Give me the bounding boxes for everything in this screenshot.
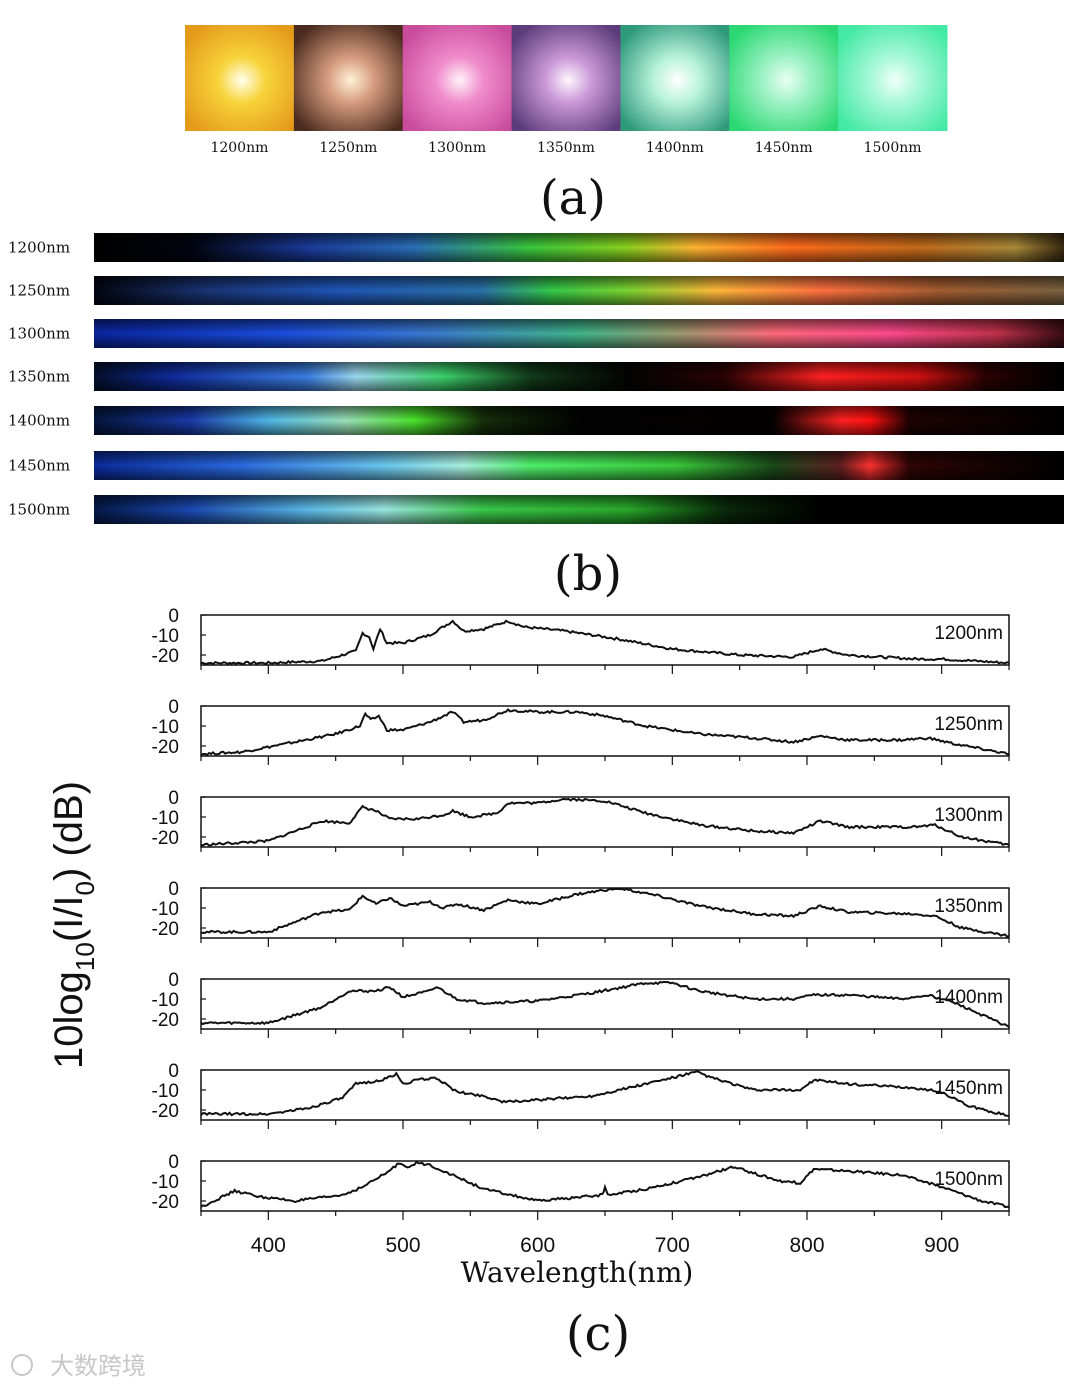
x-axis-label: Wavelength(nm)	[461, 1256, 694, 1289]
series-label-1300nm: 1300nm	[934, 805, 1003, 826]
spectrum-tile-1200nm	[185, 25, 295, 131]
subplot-1450nm: 0-10-20 1450nm	[152, 1061, 1010, 1129]
strip-label-1500nm: 1500nm	[8, 501, 70, 519]
y-axis-label-part-2: (I/I	[47, 896, 91, 943]
tile-label-1450nm: 1450nm	[755, 140, 813, 156]
y-tick-label: -10	[152, 808, 179, 829]
panel-b-label: (b)	[554, 546, 622, 602]
strip-label-1450nm: 1450nm	[8, 457, 70, 475]
y-tick-label: -10	[152, 899, 179, 920]
series-line-1500nm	[200, 1160, 1010, 1209]
svg-text:10log10(I/I0) (dB): 10log10(I/I0) (dB)	[47, 781, 100, 1069]
tile-label-1500nm: 1500nm	[864, 140, 922, 156]
y-tick-label: -20	[152, 1192, 179, 1213]
strip-label-1200nm: 1200nm	[8, 239, 70, 257]
y-tick-label: -20	[152, 1010, 179, 1031]
y-tick-label: -10	[152, 626, 179, 647]
x-tick-label: 900	[924, 1234, 959, 1257]
subplot-1500nm: 0-10-20 1500nm	[152, 1152, 1010, 1220]
spectrum-tile-1450nm	[729, 25, 839, 131]
series-label-1200nm: 1200nm	[934, 623, 1003, 644]
tile-label-1250nm: 1250nm	[319, 140, 377, 156]
subplot-1250nm: 0-10-20 1250nm	[152, 697, 1010, 765]
tile-label-1350nm: 1350nm	[537, 140, 595, 156]
spectrum-tile-1250nm	[293, 25, 404, 131]
panel-c-label: (c)	[566, 1306, 630, 1362]
series-line-1350nm	[200, 887, 1010, 938]
spectrum-tile-1350nm	[511, 25, 621, 131]
y-tick-label: -20	[152, 737, 179, 758]
x-tick-label: 500	[385, 1234, 420, 1257]
y-tick-label: -10	[152, 990, 179, 1011]
y-tick-label: 0	[168, 1152, 179, 1173]
y-tick-label: -10	[152, 1172, 179, 1193]
spectrum-tile-1400nm	[620, 25, 730, 131]
y-axis-label: 10log10(I/I0) (dB)	[47, 781, 100, 1069]
y-axis-label-part-3: ) (dB)	[47, 781, 91, 881]
spectrum-strip-shade-1200nm	[94, 233, 1064, 262]
y-tick-label: 0	[168, 697, 179, 718]
y-axis-label-sub-2: 0	[70, 881, 100, 895]
series-line-1300nm	[200, 797, 1010, 847]
subplot-frame	[200, 978, 1010, 1030]
spectrum-strip-shade-1350nm	[94, 362, 1064, 391]
subplot-1350nm: 0-10-20 1350nm	[152, 879, 1010, 947]
panel-a-label: (a)	[540, 170, 606, 226]
panel-b: 1200nm 1250nm 1300nm 1350nm 1400nm 1450nm 1500…	[8, 233, 1064, 602]
y-tick-label: -20	[152, 1101, 179, 1122]
x-tick-label: 600	[520, 1234, 555, 1257]
strip-label-1350nm: 1350nm	[8, 368, 70, 386]
series-label-1400nm: 1400nm	[934, 987, 1003, 1008]
y-axis-label-part-1: 10log	[47, 971, 91, 1069]
y-tick-label: -10	[152, 717, 179, 738]
y-tick-label: -20	[152, 828, 179, 849]
spectrum-strip-shade-1300nm	[94, 319, 1064, 348]
y-tick-label: -20	[152, 646, 179, 667]
spectrum-strip-shade-1500nm	[94, 495, 1064, 524]
watermark: 大数跨境	[11, 1353, 146, 1380]
x-tick-label: 800	[789, 1234, 824, 1257]
spectrum-strip-shade-1400nm	[94, 406, 1064, 435]
series-line-1250nm	[200, 708, 1010, 756]
tile-label-1300nm: 1300nm	[428, 140, 486, 156]
subplot-1300nm: 0-10-20 1300nm	[152, 788, 1010, 856]
watermark-text: 大数跨境	[50, 1353, 146, 1380]
series-label-1350nm: 1350nm	[934, 896, 1003, 917]
series-line-1400nm	[200, 980, 1010, 1028]
watermark-logo-icon	[11, 1354, 33, 1376]
y-axis-label-sub-1: 10	[70, 942, 100, 971]
series-label-1500nm: 1500nm	[934, 1169, 1003, 1190]
x-tick-label: 400	[251, 1234, 286, 1257]
y-tick-label: 0	[168, 1061, 179, 1082]
spectrum-strip-shade-1250nm	[94, 276, 1064, 305]
series-label-1250nm: 1250nm	[934, 714, 1003, 735]
y-tick-label: 0	[168, 788, 179, 809]
y-tick-label: 0	[168, 879, 179, 900]
subplot-1200nm: 0-10-20 1200nm	[152, 606, 1010, 674]
strip-label-1300nm: 1300nm	[8, 325, 70, 343]
subplot-frame	[200, 705, 1010, 757]
subplot-1400nm: 0-10-20 1400nm	[152, 970, 1010, 1038]
subplot-frame	[200, 1069, 1010, 1121]
series-line-1200nm	[200, 619, 1010, 666]
y-tick-label: 0	[168, 606, 179, 627]
x-tick-label: 700	[655, 1234, 690, 1257]
series-label-1450nm: 1450nm	[934, 1078, 1003, 1099]
strip-label-1400nm: 1400nm	[8, 412, 70, 430]
panel-a: 1200nm 1250nm 1300nm 1350nm 1400nm 1450nm 1500…	[185, 25, 948, 226]
y-tick-label: 0	[168, 970, 179, 991]
spectrum-strip-shade-1450nm	[94, 451, 1064, 480]
panel-c: 0-10-201200nm0-10-201250nm0-10-201300nm0…	[47, 606, 1010, 1362]
spectrum-tile-1500nm	[838, 25, 948, 131]
y-tick-label: -10	[152, 1081, 179, 1102]
spectrum-tile-1300nm	[402, 25, 513, 131]
strip-label-1250nm: 1250nm	[8, 282, 70, 300]
tile-label-1400nm: 1400nm	[646, 140, 704, 156]
y-tick-label: -20	[152, 919, 179, 940]
tile-label-1200nm: 1200nm	[210, 140, 268, 156]
series-line-1450nm	[200, 1070, 1010, 1117]
